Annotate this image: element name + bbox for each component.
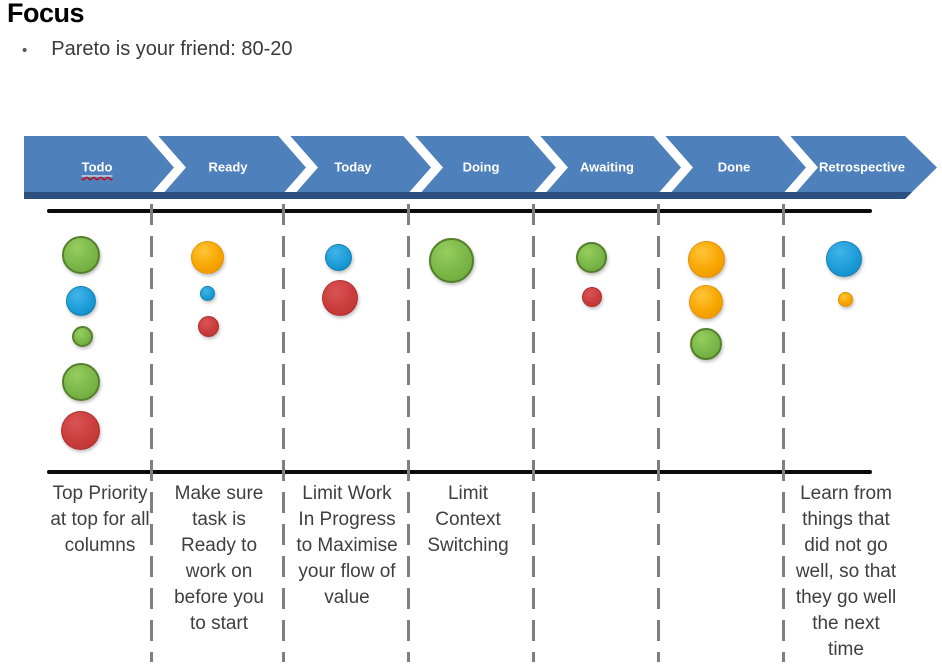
chevron-separators xyxy=(144,136,818,206)
task-dot-orange xyxy=(687,240,725,278)
note-ready: Make sure task is Ready to work on befor… xyxy=(174,483,264,634)
task-dot-red xyxy=(197,315,219,337)
stage-label-doing: Doing xyxy=(462,159,500,175)
board-top-rule xyxy=(47,209,872,213)
task-dot-green xyxy=(62,236,100,274)
stage-label-retrospective: Retrospective xyxy=(819,159,905,175)
column-separator-dashed-line xyxy=(281,204,285,662)
note-today: Limit Work In Progress to Maximise your … xyxy=(296,483,398,608)
board-bottom-rule xyxy=(47,470,872,474)
note-doing: Limit Context Switching xyxy=(427,483,509,556)
column-separator-dashed-line xyxy=(149,204,153,662)
banner-shape xyxy=(24,136,937,199)
column-separator-dashed-line xyxy=(781,204,785,662)
task-dot-blue xyxy=(199,285,215,301)
task-dot-orange xyxy=(190,240,224,274)
bullet-icon: • xyxy=(22,42,28,59)
note-todo: Top Priority at top for all columns xyxy=(50,483,150,556)
task-dot-orange xyxy=(689,285,723,319)
stage-label-today: Today xyxy=(334,159,372,175)
task-dot-blue xyxy=(324,243,352,271)
task-dot-green xyxy=(428,237,474,283)
task-dot-green xyxy=(62,363,100,401)
column-separator-dashed-line xyxy=(406,204,410,662)
stage-label-done: Done xyxy=(717,159,751,175)
stage-label-todo: Todo xyxy=(81,159,113,175)
column-separator-dashed-line xyxy=(531,204,535,662)
task-dot-orange xyxy=(837,291,853,307)
process-arrow-banner xyxy=(24,136,937,206)
bullet-text: Pareto is your friend: 80-20 xyxy=(51,38,293,60)
task-dot-blue xyxy=(66,286,96,316)
task-dot-red xyxy=(582,287,602,307)
stage-label-awaiting: Awaiting xyxy=(580,159,634,175)
banner-bottom-edge xyxy=(24,192,937,199)
task-dot-green xyxy=(690,328,722,360)
task-dot-green xyxy=(71,325,93,347)
stage-label-ready: Ready xyxy=(208,159,248,175)
note-retrospective: Learn from things that did not go well, … xyxy=(795,483,897,660)
column-separator-dashed-line xyxy=(656,204,660,662)
page-title: Focus xyxy=(7,0,85,28)
bullet-item: • Pareto is your friend: 80-20 xyxy=(22,38,293,61)
task-dot-red xyxy=(322,280,358,316)
task-dot-green xyxy=(575,241,607,273)
task-dot-blue xyxy=(826,241,862,277)
task-dot-red xyxy=(60,410,100,450)
